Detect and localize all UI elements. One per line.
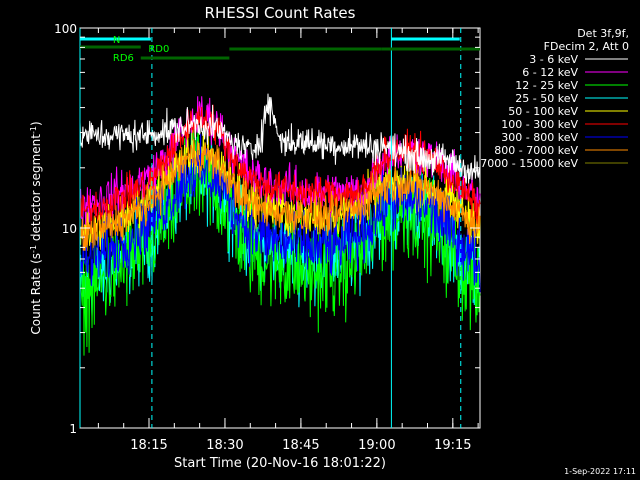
- legend-entry-label: 100 - 300 keV: [501, 118, 578, 131]
- x-tick-label: 18:45: [282, 438, 319, 453]
- y-tick-label: 1: [69, 422, 77, 436]
- legend-header-line: FDecim 2, Att 0: [544, 40, 629, 53]
- x-tick-label: 18:30: [206, 438, 243, 453]
- axes: 1 10 100 18:15 18:30 18:45 19:00 19:15: [54, 22, 480, 453]
- chart-title: RHESSI Count Rates: [205, 4, 356, 22]
- state-bar-label: RD6: [113, 53, 134, 64]
- y-axis-label-part: ): [29, 121, 43, 126]
- y-axis-label-exponent: -1: [29, 126, 38, 134]
- x-tick-label: 19:15: [434, 438, 471, 453]
- legend-entry-label: 300 - 800 keV: [501, 131, 578, 144]
- legend-entry-label: 6 - 12 keV: [522, 66, 578, 79]
- series-line: [79, 93, 481, 184]
- y-axis-label-part: detector segment: [29, 134, 43, 245]
- y-axis-label: Count Rate (s-1 detector segment-1): [29, 121, 43, 334]
- y-axis-label-exponent: -1: [29, 245, 38, 253]
- series-line: [79, 133, 481, 293]
- series-lines: [79, 93, 481, 356]
- legend-entry-label: 7000 - 15000 keV: [480, 157, 578, 170]
- legend-entry-label: 12 - 25 keV: [515, 79, 578, 92]
- y-axis-label-part: Count Rate (s: [29, 253, 43, 335]
- y-tick-label: 100: [54, 22, 77, 36]
- x-axis-label: Start Time (20-Nov-16 18:01:22): [174, 456, 386, 471]
- legend-entry-label: 50 - 100 keV: [508, 105, 578, 118]
- legend-entry-label: 25 - 50 keV: [515, 92, 578, 105]
- y-tick-label: 10: [62, 222, 77, 236]
- state-bar-label: RD0: [148, 44, 169, 55]
- series-line: [79, 139, 481, 251]
- footer-date: 1-Sep-2022 17:11: [564, 467, 636, 476]
- state-bar-label: N: [113, 35, 120, 46]
- legend-header-line: Det 3f,9f,: [577, 27, 629, 40]
- legend-entry-label: 800 - 7000 keV: [494, 144, 578, 157]
- x-tick-label: 18:15: [130, 438, 167, 453]
- legend-entry-label: 3 - 6 keV: [529, 53, 578, 66]
- x-tick-label: 19:00: [358, 438, 395, 453]
